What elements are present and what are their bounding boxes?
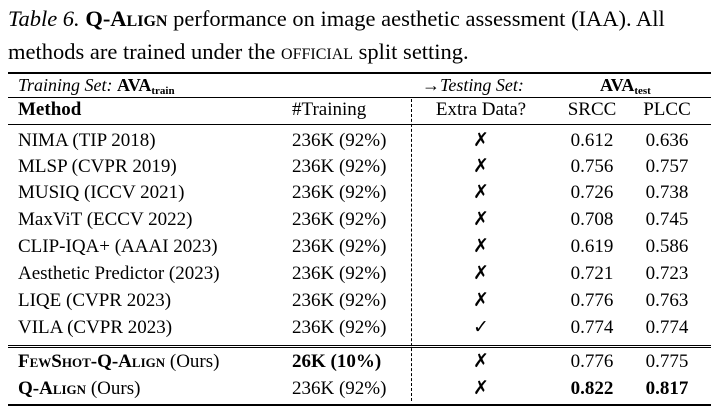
plcc-value: 0.763 — [645, 290, 689, 311]
caption-text-2: split setting. — [358, 39, 469, 64]
testing-set-header: →Testing Set: — [422, 75, 524, 95]
training-size: 26K (10%) — [292, 351, 382, 372]
bottom-rule — [8, 404, 711, 406]
column-header-plcc: PLCC — [643, 99, 691, 120]
plcc-value: 0.586 — [645, 236, 689, 257]
method-name: VILA (CVPR 2023) — [18, 317, 173, 338]
header-rule — [8, 97, 711, 98]
training-size: 236K (92%) — [292, 263, 387, 284]
method-name: MaxViT (ECCV 2022) — [18, 209, 193, 230]
training-size: 236K (92%) — [292, 317, 387, 338]
caption-label: Table 6. — [8, 6, 80, 31]
column-header-extra-data: Extra Data? — [435, 99, 527, 120]
extra-data-mark: ✗ — [473, 263, 489, 284]
srcc-value: 0.619 — [570, 236, 614, 257]
method-name: CLIP-IQA+ (AAAI 2023) — [18, 236, 218, 257]
srcc-value: 0.708 — [570, 209, 614, 230]
extra-data-mark: ✓ — [473, 317, 489, 338]
plcc-value: 0.774 — [645, 317, 689, 338]
caption-text-1: performance on image aesthetic assessmen… — [8, 6, 665, 64]
column-header-srcc: SRCC — [567, 99, 617, 120]
extra-data-mark: ✗ — [473, 130, 489, 151]
extra-data-mark: ✗ — [473, 236, 489, 257]
caption-split: official — [281, 39, 354, 64]
column-divider-dashed — [411, 99, 412, 401]
srcc-value: 0.756 — [570, 156, 614, 177]
extra-data-mark: ✗ — [473, 209, 489, 230]
plcc-value: 0.817 — [645, 378, 689, 399]
top-rule — [8, 72, 711, 74]
training-size: 236K (92%) — [292, 182, 387, 203]
extra-data-mark: ✗ — [473, 351, 489, 372]
training-set-header: Training Set: AVAtrain — [18, 75, 175, 97]
method-name: FewShot-Q-Align (Ours) — [18, 351, 220, 372]
column-header-rule — [8, 124, 711, 125]
srcc-value: 0.721 — [570, 263, 614, 284]
srcc-value: 0.726 — [570, 182, 614, 203]
ours-rule-1 — [8, 345, 711, 346]
ours-rule-2 — [8, 347, 711, 348]
plcc-value: 0.723 — [645, 263, 689, 284]
srcc-value: 0.776 — [570, 351, 614, 372]
training-size: 236K (92%) — [292, 378, 387, 399]
column-header-method: Method — [18, 99, 82, 120]
testing-set-name: AVAtest — [600, 75, 651, 97]
srcc-value: 0.774 — [570, 317, 614, 338]
method-name: NIMA (TIP 2018) — [18, 130, 156, 151]
plcc-value: 0.775 — [645, 351, 689, 372]
method-name: MLSP (CVPR 2019) — [18, 156, 177, 177]
srcc-value: 0.612 — [570, 130, 614, 151]
extra-data-mark: ✗ — [473, 156, 489, 177]
srcc-value: 0.822 — [570, 378, 614, 399]
method-name: Aesthetic Predictor (2023) — [18, 263, 220, 284]
srcc-value: 0.776 — [570, 290, 614, 311]
method-name: MUSIQ (ICCV 2021) — [18, 182, 185, 203]
training-size: 236K (92%) — [292, 290, 387, 311]
extra-data-mark: ✗ — [473, 378, 489, 399]
plcc-value: 0.745 — [645, 209, 689, 230]
table-caption: Table 6. Q-Align performance on image ae… — [8, 2, 712, 68]
training-size: 236K (92%) — [292, 130, 387, 151]
method-name: Q-Align (Ours) — [18, 378, 141, 399]
plcc-value: 0.636 — [645, 130, 689, 151]
plcc-value: 0.757 — [645, 156, 689, 177]
extra-data-mark: ✗ — [473, 182, 489, 203]
caption-model-name: Q-Align — [85, 6, 168, 31]
training-size: 236K (92%) — [292, 156, 387, 177]
training-size: 236K (92%) — [292, 209, 387, 230]
training-size: 236K (92%) — [292, 236, 387, 257]
method-name: LIQE (CVPR 2023) — [18, 290, 172, 311]
extra-data-mark: ✗ — [473, 290, 489, 311]
column-header-training: #Training — [292, 99, 367, 120]
plcc-value: 0.738 — [645, 182, 689, 203]
